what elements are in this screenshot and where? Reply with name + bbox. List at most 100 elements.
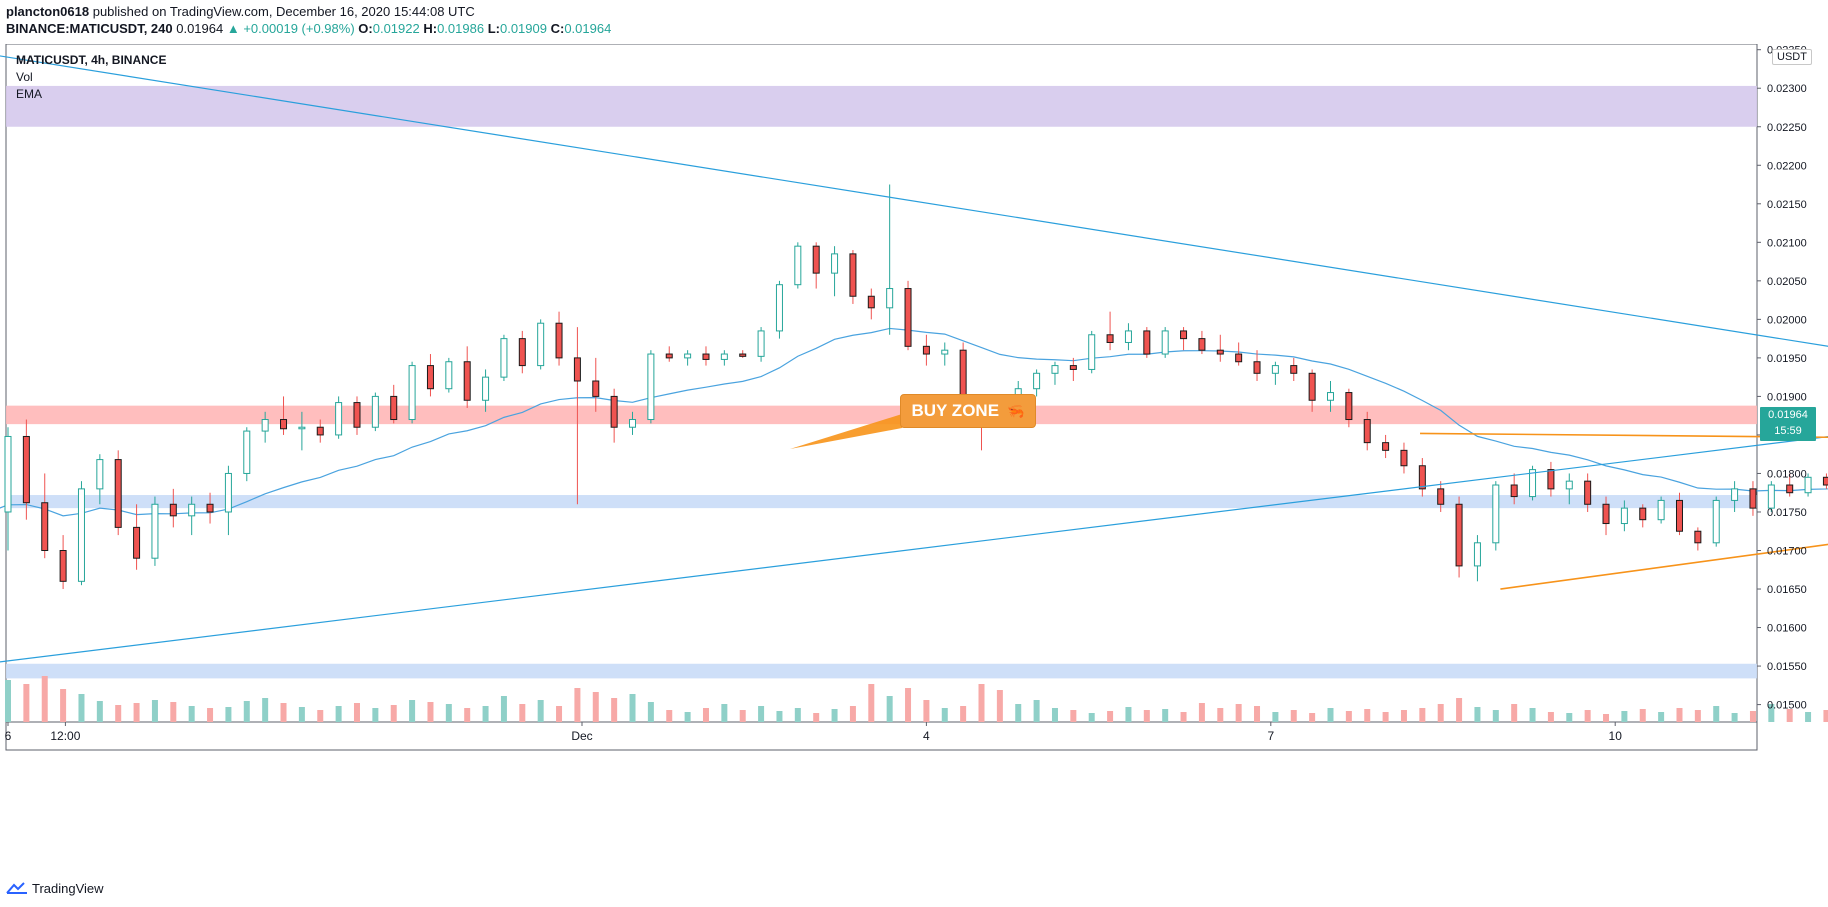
price-tick-label: 0.02200: [1767, 160, 1807, 172]
price-tick-label: 0.01550: [1767, 661, 1807, 673]
candle-body: [224, 472, 232, 513]
volume-bar: [1456, 698, 1463, 722]
author-name[interactable]: plancton0618: [6, 4, 90, 19]
candle-body: [1437, 488, 1445, 505]
volume-bar: [611, 698, 618, 722]
volume-bar: [1143, 710, 1150, 722]
volume-bar: [390, 705, 397, 722]
last-price-tag: 0.01964 15:59: [1760, 407, 1816, 441]
volume-bar: [1033, 700, 1040, 722]
candle-body: [22, 435, 30, 504]
candle-body: [114, 459, 122, 528]
time-tick-label: 10: [1609, 729, 1623, 743]
volume-bar: [1786, 709, 1793, 722]
volume-bar: [1125, 707, 1132, 722]
volume-bar: [1639, 709, 1646, 722]
volume-bar: [629, 694, 636, 722]
volume-bar: [1713, 706, 1720, 722]
candle-body: [1620, 507, 1628, 525]
price-change: ▲ +0.00019 (+0.98%): [226, 21, 355, 36]
high-label: H:: [423, 21, 438, 36]
candle-body: [1069, 365, 1077, 370]
volume-bar: [500, 696, 507, 722]
volume-bar: [1272, 712, 1279, 722]
price-tick-label: 0.01700: [1767, 546, 1807, 558]
brand-name[interactable]: TradingView: [32, 880, 104, 896]
candle-body: [1290, 365, 1298, 374]
volume-bar: [1107, 711, 1114, 722]
candle-body: [629, 419, 637, 428]
candle-body: [1529, 469, 1537, 498]
buy-zone-callout[interactable]: BUY ZONE 🦐: [900, 394, 1036, 428]
publisher-line: plancton0618 published on TradingView.co…: [6, 4, 475, 19]
volume-bar: [1217, 708, 1224, 722]
volume-bar: [115, 705, 122, 722]
volume-bar: [1051, 708, 1058, 722]
candle-body: [1565, 480, 1573, 490]
chart-area[interactable]: 0.023500.023000.022500.022000.021500.021…: [0, 44, 1828, 870]
candle-body: [573, 357, 581, 382]
price-tick-label: 0.01800: [1767, 468, 1807, 480]
candle-body: [243, 430, 251, 474]
candle-body: [1216, 349, 1224, 355]
volume-bar: [794, 708, 801, 722]
candle-body: [1547, 469, 1555, 490]
volume-bar: [1492, 710, 1499, 722]
candle-body: [445, 361, 453, 390]
volume-bar: [96, 701, 103, 722]
candle-body: [482, 376, 490, 401]
volume-bar: [996, 690, 1003, 722]
price-chart[interactable]: 0.023500.023000.022500.022000.021500.021…: [0, 44, 1828, 870]
legend-volume[interactable]: Vol: [16, 70, 33, 84]
candle-body: [592, 380, 600, 397]
candle-body: [1602, 503, 1610, 525]
candle-body: [831, 253, 839, 274]
volume-bar: [133, 703, 140, 722]
volume-bar: [666, 710, 673, 722]
candle-body: [684, 353, 692, 359]
published-text: published on TradingView.com, December 1…: [92, 4, 475, 19]
blue-zone-mid: [6, 495, 1757, 509]
candle-body: [1161, 330, 1169, 355]
volume-bar: [1327, 708, 1334, 722]
open-value: 0.01922: [372, 21, 420, 36]
volume-bar: [556, 706, 563, 722]
price-tick-label: 0.02300: [1767, 83, 1807, 95]
volume-bar: [23, 684, 30, 722]
candle-body: [500, 338, 508, 378]
candle-body: [1675, 499, 1683, 532]
volume-bar: [1015, 704, 1022, 722]
price-tick-label: 0.01750: [1767, 507, 1807, 519]
volume-bar: [1070, 710, 1077, 722]
descending-trendline: [0, 55, 1828, 347]
candle-body: [261, 419, 269, 432]
symbol-line: BINANCE:MATICUSDT, 240: [6, 21, 173, 36]
price-tick-label: 0.02250: [1767, 122, 1807, 134]
candle-body: [1308, 372, 1316, 401]
volume-bar: [445, 704, 452, 722]
volume-bar: [537, 700, 544, 722]
volume-bar: [868, 684, 875, 722]
candle-body: [1088, 334, 1096, 370]
volume-bar: [1768, 704, 1775, 722]
volume-bar: [758, 706, 765, 722]
currency-button[interactable]: USDT: [1772, 49, 1812, 65]
candle-body: [408, 365, 416, 421]
legend-symbol[interactable]: MATICUSDT, 4h, BINANCE: [16, 53, 167, 67]
candle-body: [665, 353, 673, 359]
candle-body: [1657, 499, 1665, 521]
volume-bar: [317, 710, 324, 722]
volume-bar: [280, 703, 287, 722]
volume-bar: [978, 684, 985, 722]
volume-bar: [207, 708, 214, 722]
volume-bar: [243, 701, 250, 722]
publication-header: plancton0618 published on TradingView.co…: [0, 0, 1828, 44]
candle-body: [96, 459, 104, 490]
candle-body: [1473, 542, 1481, 567]
price-tick-label: 0.01950: [1767, 353, 1807, 365]
candle-body: [1326, 392, 1334, 401]
candle-body: [335, 402, 343, 436]
price-tick-label: 0.02050: [1767, 276, 1807, 288]
legend-ema[interactable]: EMA: [16, 87, 43, 101]
candle-body: [1033, 372, 1041, 390]
